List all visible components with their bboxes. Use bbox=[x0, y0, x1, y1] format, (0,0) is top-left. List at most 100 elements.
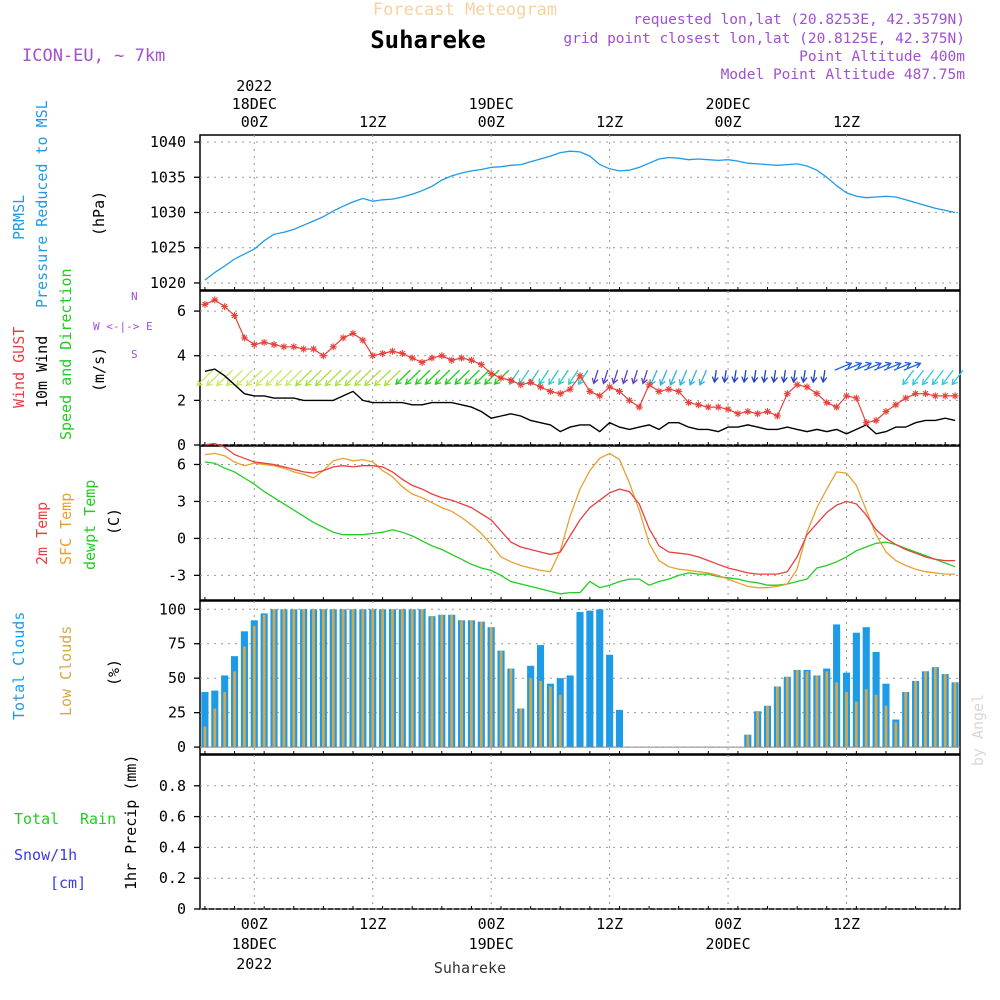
low-cloud-bar bbox=[223, 691, 227, 748]
wind-barb-head bbox=[245, 379, 253, 387]
y-tick-label: 75 bbox=[168, 635, 186, 653]
compass-n: N bbox=[131, 290, 138, 303]
wind-barb bbox=[903, 362, 921, 371]
low-cloud-bar bbox=[243, 646, 246, 748]
y-tick-label: 0 bbox=[177, 529, 186, 547]
wind-barb-head bbox=[721, 376, 729, 384]
gust-marker bbox=[596, 392, 604, 400]
panel-frame bbox=[199, 754, 961, 910]
low-cloud-bar bbox=[470, 620, 473, 748]
wind-barb-head bbox=[324, 379, 332, 387]
low-cloud-bar bbox=[776, 686, 779, 748]
gust-marker bbox=[813, 390, 821, 398]
gust-marker bbox=[615, 387, 623, 395]
low-cloud-bar bbox=[795, 669, 799, 748]
gust-marker bbox=[467, 356, 475, 364]
point-altitude: Point Altitude 400m bbox=[799, 49, 965, 65]
wind-barb-head bbox=[414, 378, 422, 385]
wind-barb bbox=[773, 370, 777, 383]
wind-barb-head bbox=[304, 379, 312, 387]
wind-barb bbox=[255, 369, 273, 386]
total-clouds-label: Total Clouds bbox=[10, 612, 28, 720]
gust-marker bbox=[458, 354, 466, 362]
gust-marker bbox=[714, 403, 722, 411]
clouds-labels: Total Clouds Low Clouds (%) bbox=[10, 612, 123, 720]
time-label: 12Z bbox=[359, 113, 386, 131]
low-cloud-bar bbox=[529, 678, 533, 748]
gust-marker bbox=[773, 412, 781, 420]
wind-barb-head bbox=[894, 361, 902, 369]
gust-marker bbox=[329, 343, 337, 351]
pressure-panel: 1020 1025 1030 1035 1040 bbox=[150, 133, 961, 292]
wind-barb-head bbox=[688, 379, 696, 387]
wind-barb-head bbox=[225, 379, 233, 387]
wind-barb bbox=[558, 369, 569, 385]
hpa-label: (hPa) bbox=[90, 191, 108, 236]
time-label: 2022 bbox=[236, 77, 272, 95]
low-cloud-bar bbox=[766, 705, 769, 748]
wind-barb bbox=[226, 369, 243, 386]
low-cloud-bar bbox=[805, 671, 809, 748]
wind-barb bbox=[864, 362, 882, 371]
wind-barb-head bbox=[845, 361, 853, 369]
gust-marker bbox=[931, 392, 939, 400]
wind-barb bbox=[538, 369, 550, 385]
total-cloud-bar bbox=[596, 609, 604, 748]
gust-marker bbox=[862, 419, 870, 427]
gust-marker bbox=[625, 396, 633, 404]
total-cloud-bar bbox=[586, 610, 594, 748]
low-cloud-bar bbox=[933, 667, 937, 748]
panel-frame bbox=[199, 290, 961, 446]
wind-barb bbox=[602, 369, 609, 384]
time-label: 18DEC bbox=[232, 95, 277, 113]
wind-barb bbox=[295, 369, 313, 386]
wind-barb-head bbox=[473, 378, 481, 385]
wind-barb bbox=[733, 370, 737, 383]
requested-coords: requested lon,lat (20.8253E, 42.3579N) bbox=[633, 12, 965, 28]
low-cloud-bar bbox=[400, 609, 404, 748]
wind-barb-head bbox=[206, 379, 213, 387]
wind-barb-head bbox=[855, 361, 863, 369]
low-cloud-bar bbox=[341, 609, 345, 748]
gust-marker bbox=[428, 354, 436, 362]
total-cloud-bar bbox=[606, 654, 614, 748]
gust-marker bbox=[231, 312, 239, 320]
gust-marker bbox=[537, 383, 545, 391]
low-cloud-bar bbox=[894, 722, 898, 748]
gust-marker bbox=[744, 408, 752, 416]
low-cloud-bar bbox=[835, 682, 839, 748]
gust-marker bbox=[448, 356, 456, 364]
prmsl-label: PRMSL bbox=[10, 195, 28, 240]
low-cloud-bar bbox=[302, 609, 306, 748]
speed-direction-label: Speed and Direction bbox=[57, 268, 75, 440]
pressure-labels: PRMSL Pressure Reduced to MSL (hPa) bbox=[10, 100, 108, 308]
gust-marker bbox=[497, 374, 505, 382]
wind-barb-head bbox=[731, 376, 739, 384]
gust-marker bbox=[586, 387, 594, 395]
legend-snow: Snow/1h bbox=[14, 846, 77, 864]
wind-barb bbox=[334, 369, 352, 386]
gust-marker bbox=[793, 381, 801, 389]
time-label: 00Z bbox=[715, 113, 742, 131]
wind-barb bbox=[354, 369, 372, 386]
gust-marker bbox=[546, 387, 554, 395]
total-cloud-bar bbox=[852, 632, 860, 748]
gust-marker bbox=[892, 401, 900, 409]
low-cloud-bar bbox=[331, 609, 335, 748]
low-cloud-bar bbox=[391, 609, 394, 748]
low-cloud-bar bbox=[312, 609, 315, 748]
time-label: 12Z bbox=[596, 915, 623, 933]
gust-marker bbox=[566, 385, 574, 393]
gust-marker bbox=[635, 403, 643, 411]
sfc-temp-label: SFC Temp bbox=[57, 493, 75, 565]
wind-barb-head bbox=[344, 379, 351, 387]
gust-marker bbox=[260, 338, 268, 346]
gust-marker bbox=[754, 410, 762, 418]
wind-barb-head bbox=[921, 378, 929, 386]
wind-barb bbox=[902, 369, 915, 385]
time-label: 2022 bbox=[236, 955, 272, 973]
y-tick-label: 1030 bbox=[150, 204, 186, 222]
clouds-panel: 0 25 50 75 100 bbox=[159, 600, 961, 756]
wind-barb bbox=[415, 369, 431, 385]
